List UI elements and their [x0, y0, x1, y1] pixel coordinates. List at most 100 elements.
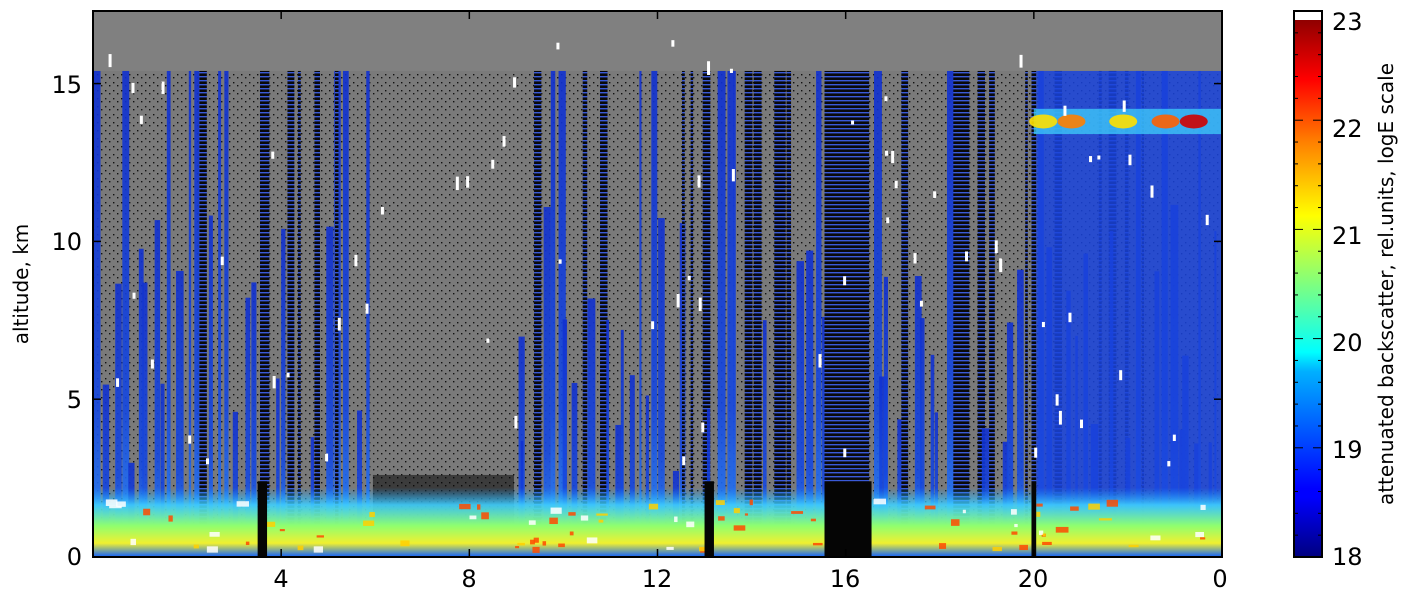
profile-column — [1017, 269, 1024, 557]
cloud-flag — [455, 176, 459, 191]
aerosol-patch — [209, 531, 220, 537]
profile-column — [816, 70, 822, 557]
profile-column — [639, 70, 642, 557]
bl-gap — [257, 481, 268, 557]
aerosol-patch — [699, 546, 708, 552]
cloud-flag — [1019, 54, 1023, 68]
cloud-flag — [697, 175, 701, 188]
aerosol-patch — [580, 515, 589, 521]
cloud-flag — [1167, 461, 1171, 467]
cloud-flag — [1205, 214, 1209, 226]
aerosol-patch — [744, 513, 748, 516]
cloud-flag — [486, 338, 490, 343]
profile-column — [934, 412, 938, 557]
profile-column — [297, 70, 301, 557]
profile-column — [702, 70, 711, 557]
aerosol-patch — [109, 505, 122, 509]
profile-column — [946, 70, 954, 557]
profile-column — [251, 282, 257, 557]
cloud-flag — [894, 180, 898, 189]
profile-column — [534, 70, 542, 557]
cloud-flag — [1068, 312, 1072, 323]
aerosol-patch — [1042, 541, 1052, 546]
cloud-flag — [1128, 154, 1132, 166]
aerosol-patch — [528, 520, 536, 525]
profile-column — [762, 320, 767, 557]
noise-gap — [259, 70, 270, 557]
profile-column — [620, 329, 624, 557]
profile-column — [562, 319, 568, 557]
profile-column — [977, 70, 985, 557]
profile-column — [122, 70, 130, 557]
profile-column — [218, 70, 222, 557]
cloud-flag — [1119, 370, 1123, 381]
cloud-flag — [272, 376, 276, 389]
cloud-flag — [1080, 419, 1084, 429]
profile-column — [160, 383, 165, 557]
profile-column — [690, 70, 694, 557]
cloud-flag — [1055, 394, 1059, 406]
aerosol-patch — [992, 546, 1002, 552]
noise-gap — [1031, 70, 1037, 557]
profile-column — [733, 70, 736, 557]
profile-column — [914, 276, 922, 557]
aerosol-patch — [1011, 531, 1018, 535]
aerosol-patch — [569, 531, 574, 536]
cloud-flag — [1089, 156, 1093, 163]
cirrus-core — [1109, 114, 1138, 129]
cloud-flag — [919, 300, 923, 307]
cloud-flag — [994, 240, 998, 254]
aerosol-patch — [469, 515, 477, 520]
cloud-flag — [139, 115, 143, 124]
profile-column — [314, 70, 320, 557]
profile-column — [919, 318, 925, 557]
profile-column — [651, 70, 658, 557]
profile-column — [154, 220, 161, 557]
profile-column — [188, 70, 192, 557]
aerosol-patch — [206, 546, 218, 553]
colorbar-label: attenuated backscatter, rel.units, logE … — [1374, 63, 1398, 505]
aerosol-patch — [1019, 544, 1028, 551]
aerosol-patch — [316, 535, 324, 538]
bl-gap — [824, 481, 872, 557]
cloud-flag — [651, 321, 655, 330]
profile-column — [326, 226, 334, 557]
cloud-flag — [933, 191, 937, 198]
x-tick-label: 4 — [273, 565, 288, 593]
profile-column — [199, 70, 207, 557]
profile-column — [806, 250, 814, 557]
aerosol-patch — [279, 529, 285, 532]
aerosol-patch — [791, 511, 804, 514]
aerosol-patch — [733, 525, 746, 531]
aerosol-patch — [369, 512, 375, 518]
profile-column — [681, 70, 685, 557]
profile-column — [281, 228, 286, 557]
profile-column — [343, 70, 349, 557]
cloud-flag — [513, 77, 517, 88]
cloud-flag — [913, 253, 917, 264]
cloud-flag — [337, 317, 341, 331]
cloud-flag — [682, 456, 686, 466]
cloud-flag — [365, 303, 369, 314]
cloud-flag — [108, 54, 112, 68]
aerosol-patch — [459, 503, 471, 510]
y-axis-label: altitude, km — [9, 224, 33, 345]
cloud-flag — [205, 458, 209, 465]
cloud-flag — [885, 150, 889, 156]
cirrus-core — [1029, 114, 1058, 129]
cloud-flag — [502, 136, 506, 147]
cirrus-core — [1179, 114, 1208, 129]
aerosol-patch — [733, 508, 740, 514]
aerosol-patch — [168, 515, 173, 522]
profile-column — [176, 270, 184, 557]
aerosol-patch — [532, 546, 540, 553]
aerosol-patch — [515, 546, 520, 549]
profile-column — [796, 261, 805, 557]
aerosol-patch — [924, 505, 936, 510]
aerosol-patch — [267, 521, 276, 527]
profile-column — [543, 207, 551, 557]
aerosol-patch — [517, 542, 525, 546]
colorbar-tick-label: 20 — [1332, 329, 1363, 357]
aerosol-patch — [962, 509, 966, 514]
